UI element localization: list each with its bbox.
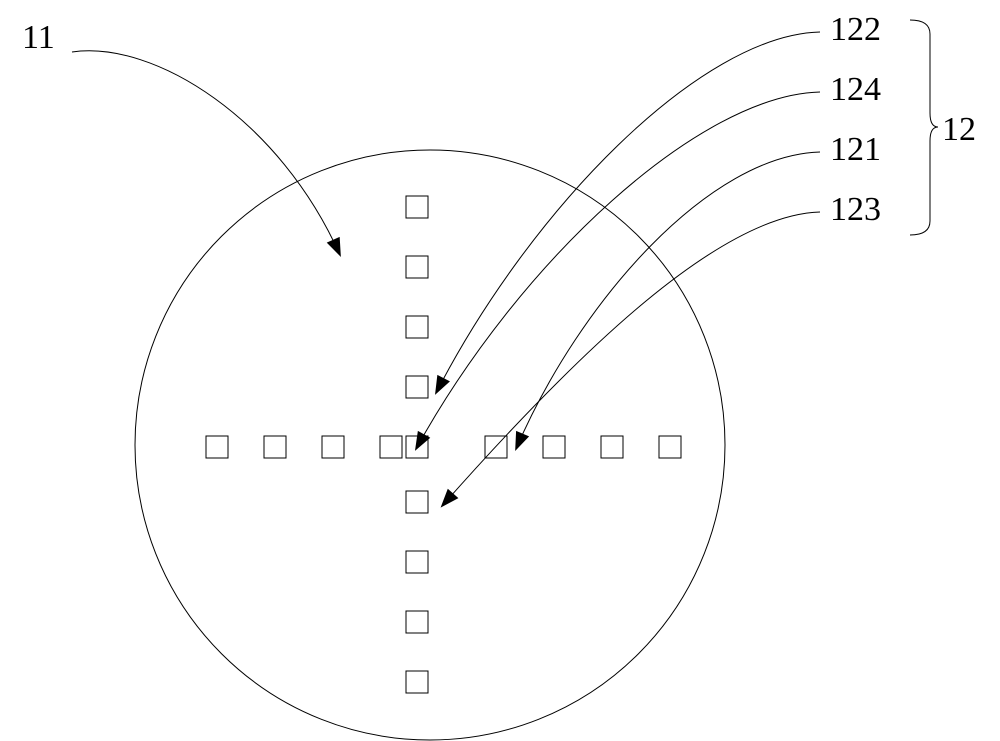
label-11: 11	[22, 19, 55, 56]
label-12: 12	[942, 111, 976, 148]
label-123: 123	[830, 191, 881, 228]
background	[0, 0, 1000, 741]
label-121: 121	[830, 131, 881, 168]
diagram-svg: 11 12 121 122 123 124	[0, 0, 1000, 741]
label-122: 122	[830, 11, 881, 48]
diagram-root: 11 12 121 122 123 124	[0, 0, 1000, 741]
label-124: 124	[830, 71, 881, 108]
